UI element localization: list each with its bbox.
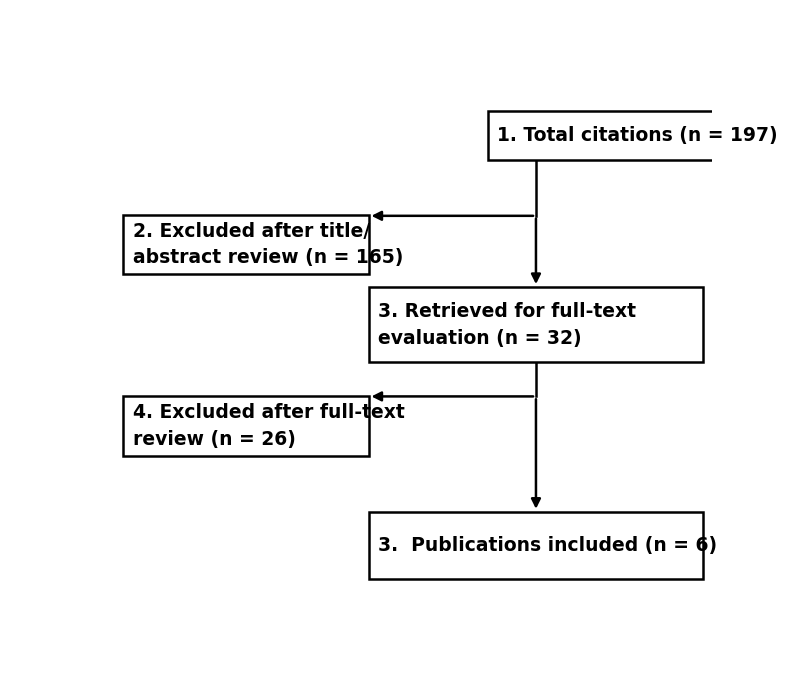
FancyBboxPatch shape [488,111,751,160]
Text: 4. Excluded after full-text
review (n = 26): 4. Excluded after full-text review (n = … [133,403,404,449]
FancyBboxPatch shape [123,396,369,456]
FancyBboxPatch shape [123,214,369,274]
Text: 3.  Publications included (n = 6): 3. Publications included (n = 6) [378,536,717,555]
Text: 3. Retrieved for full-text
evaluation (n = 32): 3. Retrieved for full-text evaluation (n… [378,302,636,348]
Text: 2. Excluded after title/
abstract review (n = 165): 2. Excluded after title/ abstract review… [133,222,403,267]
FancyBboxPatch shape [369,287,702,363]
FancyBboxPatch shape [369,512,702,579]
Text: 1. Total citations (n = 197): 1. Total citations (n = 197) [498,126,778,145]
